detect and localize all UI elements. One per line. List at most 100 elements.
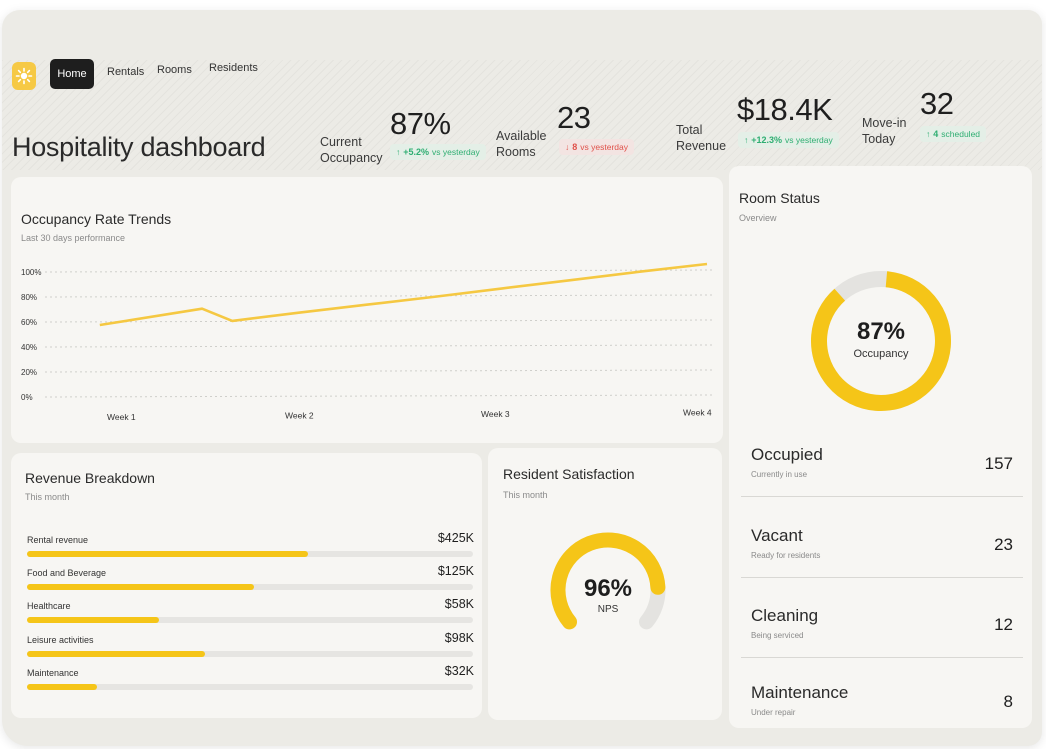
- room-status-sub: Under repair: [751, 708, 796, 717]
- nps-gauge: 96% NPS: [550, 532, 666, 630]
- room-status-value: 12: [994, 615, 1013, 634]
- x-tick-label: Week 1: [107, 412, 136, 422]
- dashboard-window: Home Rentals Rooms Residents Hospitality…: [2, 10, 1042, 746]
- gauge-fill: [550, 532, 666, 630]
- kpi-label-line: Total: [676, 123, 703, 137]
- delta-text: vs yesterday: [580, 142, 628, 152]
- room-status-sub: Currently in use: [751, 470, 808, 479]
- grid-line: [44, 269, 716, 273]
- grid-line: [44, 294, 716, 298]
- revenue-title: Revenue Breakdown: [25, 470, 155, 486]
- donut-fill: [811, 271, 951, 411]
- delta-value: 4: [933, 129, 939, 139]
- delta-value: +5.2%: [403, 147, 430, 157]
- revenue-bar-fill: [27, 650, 206, 657]
- nav-residents-button[interactable]: Residents: [209, 62, 258, 74]
- revenue-row-label: Leisure activities: [27, 634, 94, 645]
- kpi-label-line: Occupancy: [320, 151, 383, 165]
- room-status-label: Vacant: [751, 526, 803, 545]
- revenue-bar-fill: [27, 551, 308, 557]
- kpi-revenue-label: Total Revenue: [676, 122, 726, 154]
- revenue-bar-fill: [27, 683, 98, 690]
- revenue-bar-track: [27, 617, 473, 624]
- revenue-row-label: Rental revenue: [27, 535, 89, 545]
- kpi-occupancy-delta: ↑ +5.2% vs yesterday: [390, 144, 486, 160]
- revenue-row-value: $125K: [437, 564, 474, 579]
- satisfaction-title: Resident Satisfaction: [503, 466, 635, 482]
- delta-text: vs yesterday: [432, 147, 480, 157]
- room-status-label: Maintenance: [751, 683, 849, 702]
- revenue-subtitle: This month: [25, 492, 70, 502]
- revenue-row-value: $58K: [444, 597, 474, 612]
- room-status-value: 157: [984, 454, 1013, 473]
- revenue-bar-fill: [27, 584, 255, 591]
- room-status-divider: [741, 577, 1023, 578]
- kpi-revenue-value: $18.4K: [737, 92, 833, 127]
- resident-satisfaction-card: Resident Satisfaction This month 96% NPS: [488, 448, 722, 720]
- donut-label: Occupancy: [853, 348, 909, 360]
- revenue-bar-track: [27, 551, 473, 557]
- satisfaction-subtitle: This month: [503, 490, 548, 500]
- x-tick-label: Week 4: [683, 408, 712, 418]
- grid-line: [44, 319, 716, 323]
- delta-value: 8: [572, 142, 578, 152]
- kpi-occupancy-label: Current Occupancy: [320, 134, 383, 166]
- kpi-label-line: Current: [320, 135, 362, 149]
- arrow-up-icon: ↑: [396, 147, 401, 157]
- y-tick-label: 60%: [21, 318, 37, 327]
- y-tick-label: 20%: [21, 368, 37, 377]
- occupancy-trends-subtitle: Last 30 days performance: [21, 233, 126, 243]
- room-status-sub: Ready for residents: [751, 551, 821, 560]
- room-status-sub: Being serviced: [751, 631, 804, 640]
- nav-rentals-button[interactable]: Rentals: [107, 66, 145, 78]
- donut-value: 87%: [857, 318, 905, 345]
- y-tick-label: 0%: [21, 393, 33, 402]
- header-pattern: [2, 60, 1042, 170]
- kpi-label-line: Available: [496, 129, 547, 143]
- y-tick-label: 40%: [21, 343, 37, 352]
- revenue-row-value: $32K: [444, 663, 474, 678]
- delta-value: +12.3%: [751, 135, 783, 145]
- kpi-label-line: Today: [862, 132, 896, 146]
- page-title: Hospitality dashboard: [12, 132, 266, 162]
- kpi-rooms-value: 23: [557, 100, 591, 135]
- grid-line: [44, 369, 716, 373]
- sun-logo-icon[interactable]: [12, 62, 36, 90]
- room-status-value: 8: [1003, 692, 1013, 711]
- kpi-occupancy-value: 87%: [390, 106, 451, 141]
- kpi-movein-delta: ↑ 4 scheduled: [920, 126, 987, 142]
- room-status-label: Cleaning: [751, 606, 819, 625]
- kpi-revenue-delta: ↑ +12.3% vs yesterday: [738, 132, 839, 148]
- y-tick-label: 80%: [21, 293, 37, 302]
- revenue-breakdown-card: Revenue Breakdown This month Rental reve…: [11, 453, 482, 718]
- arrow-down-icon: ↓: [565, 142, 570, 152]
- occupancy-trend-chart: 100% 80% 60% 40% 20% 0% Week 1 Week 2 Week 3 Week…: [21, 262, 716, 422]
- room-status-subtitle: Overview: [739, 213, 777, 223]
- kpi-rooms-delta: ↓ 8 vs yesterday: [559, 139, 634, 155]
- room-status-divider: [741, 496, 1023, 497]
- arrow-up-icon: ↑: [744, 135, 749, 145]
- room-status-value: 23: [994, 535, 1013, 554]
- x-tick-label: Week 3: [481, 409, 510, 419]
- x-tick-label: Week 2: [285, 411, 314, 421]
- kpi-movein-value: 32: [920, 86, 954, 121]
- nav-home-button[interactable]: Home: [50, 59, 94, 89]
- arrow-up-icon: ↑: [926, 129, 931, 139]
- revenue-row-value: $98K: [444, 630, 474, 645]
- nav-rooms-button[interactable]: Rooms: [157, 64, 192, 76]
- kpi-movein-label: Move-in Today: [862, 115, 906, 147]
- grid-line: [44, 344, 716, 348]
- room-status-label: Occupied: [751, 445, 823, 464]
- occupancy-trends-card: Occupancy Rate Trends Last 30 days perfo…: [11, 177, 723, 443]
- revenue-bar-fill: [27, 617, 159, 624]
- grid-line: [44, 394, 716, 398]
- revenue-bar-track: [27, 683, 473, 690]
- revenue-row-value: $425K: [437, 531, 474, 545]
- revenue-row-label: Maintenance: [27, 667, 79, 678]
- occupancy-trends-title: Occupancy Rate Trends: [21, 211, 172, 227]
- y-tick-label: 100%: [21, 268, 41, 277]
- kpi-rooms-label: Available Rooms: [496, 128, 547, 160]
- revenue-row-label: Healthcare: [27, 601, 71, 612]
- revenue-bar-track: [27, 584, 473, 591]
